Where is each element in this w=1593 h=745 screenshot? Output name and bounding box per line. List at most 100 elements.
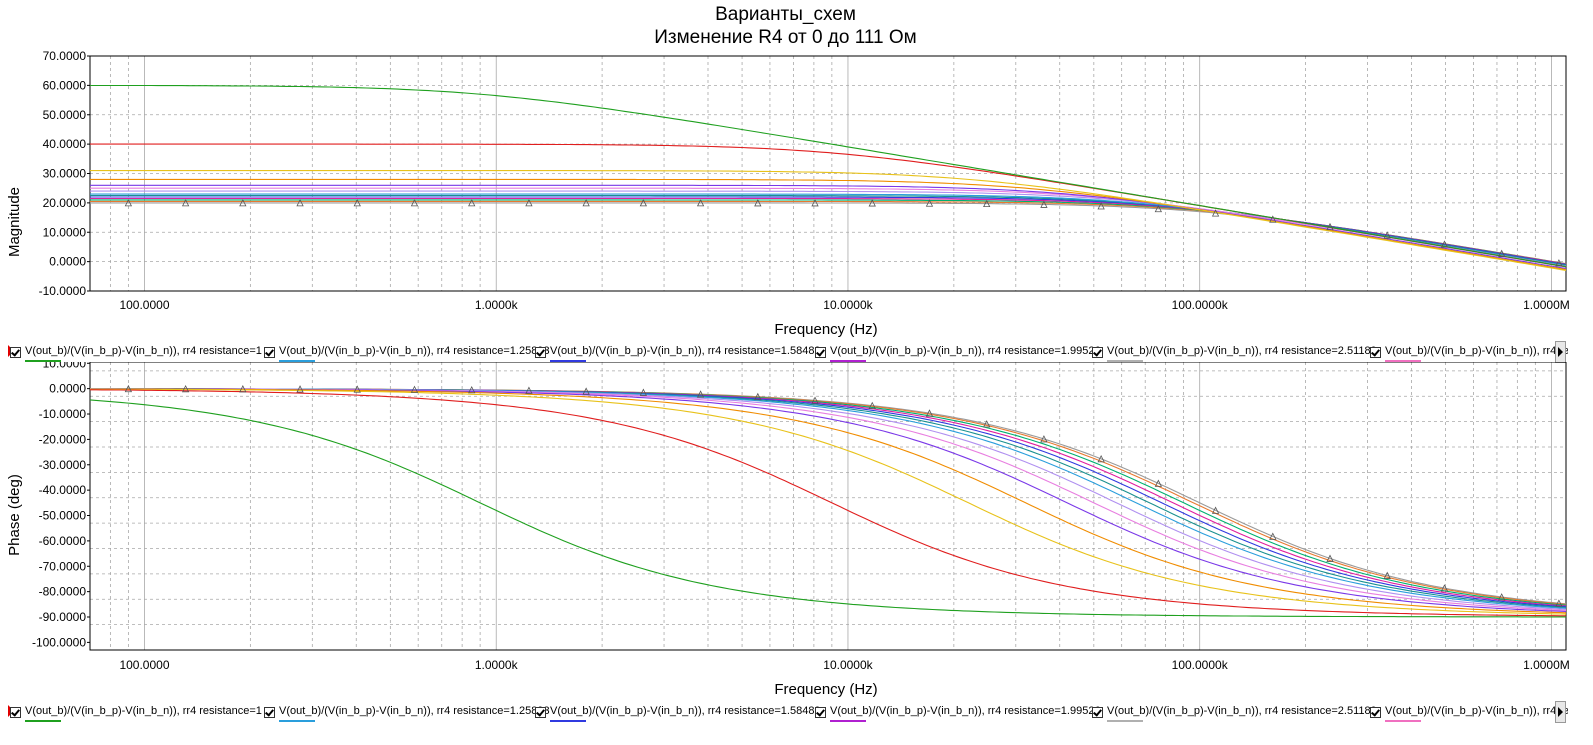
- legend-label: V(out_b)/(V(in_b_p)-V(in_b_n)), rr4 resi…: [25, 345, 262, 357]
- legend-checkbox[interactable]: [264, 347, 275, 358]
- legend-label: V(out_b)/(V(in_b_p)-V(in_b_n)), rr4 resi…: [25, 705, 262, 717]
- magnitude-data-marker: [181, 198, 190, 207]
- y-tick-label: -30.0000: [39, 458, 87, 472]
- magnitude-data-marker: [1269, 215, 1277, 223]
- legend-label: V(out_b)/(V(in_b_p)-V(in_b_n)), rr4 resi…: [279, 345, 550, 357]
- legend-checkbox[interactable]: [1092, 707, 1103, 718]
- magnitude-data-marker: [1383, 231, 1391, 239]
- phase-data-marker: [1154, 479, 1162, 487]
- legend-checkbox[interactable]: [1370, 707, 1381, 718]
- x-tick-label: 10.0000k: [823, 298, 873, 312]
- phase-plot[interactable]: 10.0000 0.0000 -10.0000 -20.0000 -30.0000 -40…: [0, 362, 1593, 700]
- magnitude-series-line: [90, 84, 1567, 268]
- plot-frame: [89, 362, 1567, 651]
- magnitude-grid: [89, 55, 1566, 292]
- legend-checkbox[interactable]: [815, 347, 826, 358]
- legend-label: V(out_b)/(V(in_b_p)-V(in_b_n)), rr4 resi…: [1385, 345, 1568, 357]
- phase-data-marker: [1211, 506, 1220, 514]
- phase-data-marker: [925, 409, 934, 417]
- legend-scroll-right-button[interactable]: [1555, 341, 1566, 363]
- magnitude-data-marker: [1040, 200, 1048, 208]
- phase-ylabel: Phase (deg): [6, 474, 23, 556]
- legend-label: V(out_b)/(V(in_b_p)-V(in_b_n)), rr4 resi…: [550, 345, 821, 357]
- legend-scroll-right-button[interactable]: [1555, 701, 1566, 723]
- x-tick-label: 1.0000k: [475, 298, 519, 312]
- legend-color-swatch: [25, 720, 61, 722]
- phase-data-marker: [468, 385, 476, 394]
- phase-data-marker: [696, 390, 705, 398]
- magnitude-plot[interactable]: 70.0000 60.0000 50.0000 40.0000 30.0000 20.00…: [0, 50, 1593, 340]
- magnitude-data-marker: [525, 198, 533, 207]
- y-tick-label: 30.0000: [43, 167, 87, 181]
- phase-series-line: [89, 399, 1566, 618]
- magnitude-data-marker: [1440, 240, 1449, 248]
- magnitude-data-marker: [353, 198, 361, 207]
- legend-checkbox[interactable]: [535, 707, 546, 718]
- magnitude-data-marker: [124, 198, 133, 207]
- x-tick-label: 1.0000M: [1523, 658, 1570, 672]
- y-tick-label: 10.0000: [43, 225, 87, 239]
- phase-series-line: [90, 389, 1566, 617]
- legend-color-swatch: [830, 720, 866, 722]
- legend-label: V(out_b)/(V(in_b_p)-V(in_b_n)), rr4 resi…: [1385, 705, 1568, 717]
- magnitude-data-marker: [696, 198, 705, 207]
- legend-color-swatch: [1107, 360, 1143, 362]
- magnitude-series-line: [90, 184, 1567, 270]
- phase-data-marker: [983, 420, 991, 428]
- legend-checkbox[interactable]: [1370, 347, 1381, 358]
- x-tick-label: 10.0000k: [823, 658, 873, 672]
- phase-series: [89, 384, 1567, 618]
- chart-subtitle: Изменение R4 от 0 до 111 Ом: [654, 27, 917, 48]
- magnitude-data-marker: [1097, 202, 1105, 210]
- phase-data-marker: [1269, 532, 1277, 540]
- phase-data-marker: [1040, 435, 1048, 443]
- legend-checkbox[interactable]: [1092, 347, 1103, 358]
- magnitude-data-marker: [1326, 222, 1334, 231]
- legend-color-swatch: [279, 720, 315, 722]
- legend-label: V(out_b)/(V(in_b_p)-V(in_b_n)), rr4 resi…: [830, 705, 1101, 717]
- magnitude-data-marker: [1555, 259, 1563, 267]
- phase-data-marker: [353, 385, 361, 393]
- y-tick-label: 40.0000: [43, 137, 87, 151]
- legend-checkbox[interactable]: [10, 707, 21, 718]
- phase-axes: 10.0000 0.0000 -10.0000 -20.0000 -30.0000 -40…: [32, 362, 1570, 672]
- legend-color-swatch: [1385, 360, 1421, 362]
- y-tick-label: 0.0000: [49, 255, 86, 269]
- y-tick-label: 50.0000: [43, 108, 87, 122]
- legend-color-swatch: [1385, 720, 1421, 722]
- y-tick-label: -10.0000: [39, 284, 87, 298]
- phase-data-marker: [239, 385, 247, 393]
- phase-series-line: [90, 388, 1567, 615]
- y-tick-label: 70.0000: [43, 50, 87, 63]
- y-tick-label: -90.0000: [39, 610, 87, 624]
- magnitude-legend: V(out_b)/(V(in_b_p)-V(in_b_n)), rr4 resi…: [0, 341, 1568, 363]
- phase-data-marker: [868, 401, 876, 410]
- phase-data-marker: [1097, 454, 1105, 463]
- magnitude-ylabel: Magnitude: [6, 187, 23, 257]
- magnitude-data-marker: [754, 199, 762, 207]
- magnitude-series-line: [90, 187, 1567, 268]
- x-tick-label: 100.0000k: [1172, 298, 1229, 312]
- magnitude-series-line: [90, 170, 1567, 271]
- chart-title: Варианты_схем: [715, 4, 856, 25]
- y-tick-label: -80.0000: [39, 585, 87, 599]
- magnitude-data-marker: [811, 199, 819, 207]
- legend-checkbox[interactable]: [535, 347, 546, 358]
- magnitude-data-marker: [983, 199, 991, 208]
- y-tick-label: -70.0000: [39, 559, 87, 573]
- phase-data-marker: [124, 384, 133, 393]
- y-tick-label: 10.0000: [43, 362, 87, 370]
- legend-checkbox[interactable]: [815, 707, 826, 718]
- legend-checkbox[interactable]: [10, 347, 21, 358]
- x-tick-label: 100.0000: [119, 658, 169, 672]
- legend-label: V(out_b)/(V(in_b_p)-V(in_b_n)), rr4 resi…: [550, 705, 821, 717]
- magnitude-data-marker: [639, 198, 648, 207]
- magnitude-axes: 70.0000 60.0000 50.0000 40.0000 30.0000 20.00…: [39, 50, 1570, 312]
- phase-data-marker: [1555, 599, 1563, 607]
- phase-data-marker: [1440, 584, 1449, 592]
- legend-color-swatch: [279, 360, 315, 362]
- legend-checkbox[interactable]: [264, 707, 275, 718]
- y-tick-label: 60.0000: [43, 78, 87, 92]
- legend-color-swatch: [1107, 720, 1143, 722]
- magnitude-data-marker: [582, 198, 590, 207]
